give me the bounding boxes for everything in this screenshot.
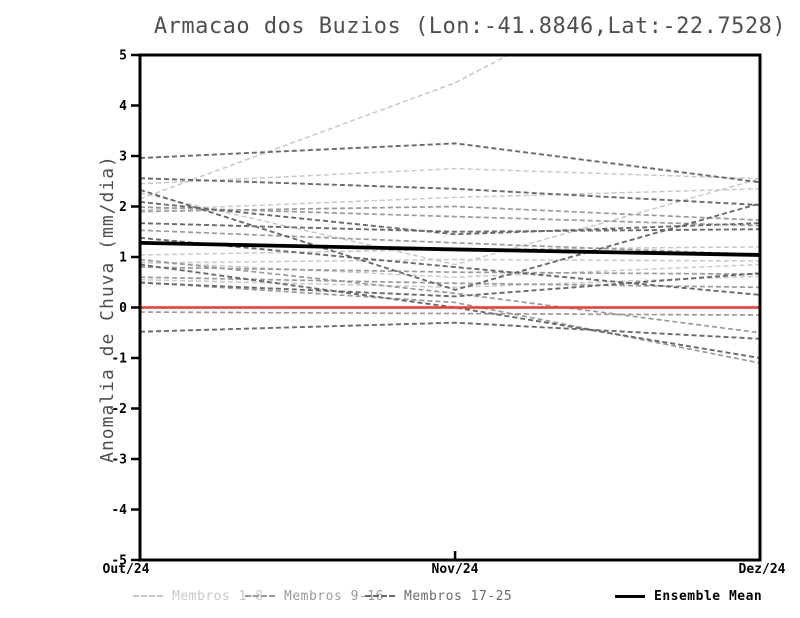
legend-label: Membros 1-8 <box>172 588 264 604</box>
member-line-m9 <box>141 206 759 227</box>
y-tick-label: 4 <box>119 99 127 114</box>
member-line-m1 <box>141 167 759 185</box>
member-line-m21 <box>141 222 759 233</box>
legend-item-ensemble-mean: Ensemble Mean <box>615 586 762 606</box>
legend-item-membros-9-16: Membros 9-16 <box>245 586 384 606</box>
member-line-m18 <box>141 177 759 206</box>
y-tick-label: -1 <box>111 352 127 367</box>
member-line-m15 <box>141 258 759 334</box>
y-tick-label: 2 <box>119 200 127 215</box>
member-line-m22 <box>141 236 759 296</box>
member-line-m8 <box>141 275 759 289</box>
member-line-m3 <box>141 178 759 266</box>
member-line-m2 <box>141 56 508 200</box>
y-tick-label: 1 <box>119 251 127 266</box>
member-line-m11 <box>141 266 759 276</box>
member-line-m23 <box>141 272 759 298</box>
member-line-m14 <box>141 205 759 221</box>
ensemble-mean-line <box>141 240 759 257</box>
member-line-m25 <box>141 321 759 340</box>
member-line-m17 <box>141 142 759 184</box>
x-tick-label-out: Out/24 <box>102 562 150 577</box>
legend-swatch-dashed-dark-icon <box>365 595 395 597</box>
y-tick-label: 0 <box>119 301 127 316</box>
member-line-m16 <box>141 281 759 364</box>
legend-label: Membros 17-25 <box>404 588 513 604</box>
member-line-m7 <box>141 261 759 278</box>
y-tick-label: 3 <box>119 150 127 165</box>
y-tick-label: -3 <box>111 453 127 468</box>
legend: Membros 1-8 Membros 9-16 Membros 17-25 E… <box>0 586 800 610</box>
y-tick-label: -2 <box>111 402 127 417</box>
y-tick-label: -5 <box>111 554 127 569</box>
y-tick-label: -4 <box>111 503 127 518</box>
member-line-m4 <box>141 188 759 211</box>
member-line-m19 <box>141 189 759 291</box>
legend-swatch-dashed-light-icon <box>133 595 163 597</box>
member-line-m6 <box>141 258 759 264</box>
x-tick-label-dez: Dez/24 <box>738 562 786 577</box>
member-line-m20 <box>141 201 759 236</box>
legend-label: Ensemble Mean <box>654 588 763 604</box>
legend-item-membros-1-8: Membros 1-8 <box>133 586 264 606</box>
legend-swatch-dashed-medium-icon <box>245 595 275 597</box>
legend-label: Membros 9-16 <box>284 588 384 604</box>
x-tick-label-nov: Nov/24 <box>431 562 479 577</box>
chart-title: Armacao dos Buzios (Lon:-41.8846,Lat:-22… <box>153 14 787 39</box>
legend-swatch-solid-black-icon <box>615 594 645 598</box>
member-line-m24 <box>141 263 759 359</box>
y-tick-label: 5 <box>119 49 127 64</box>
member-line-m10 <box>141 229 759 256</box>
legend-item-membros-17-25: Membros 17-25 <box>365 586 512 606</box>
member-line-m13 <box>141 311 759 316</box>
